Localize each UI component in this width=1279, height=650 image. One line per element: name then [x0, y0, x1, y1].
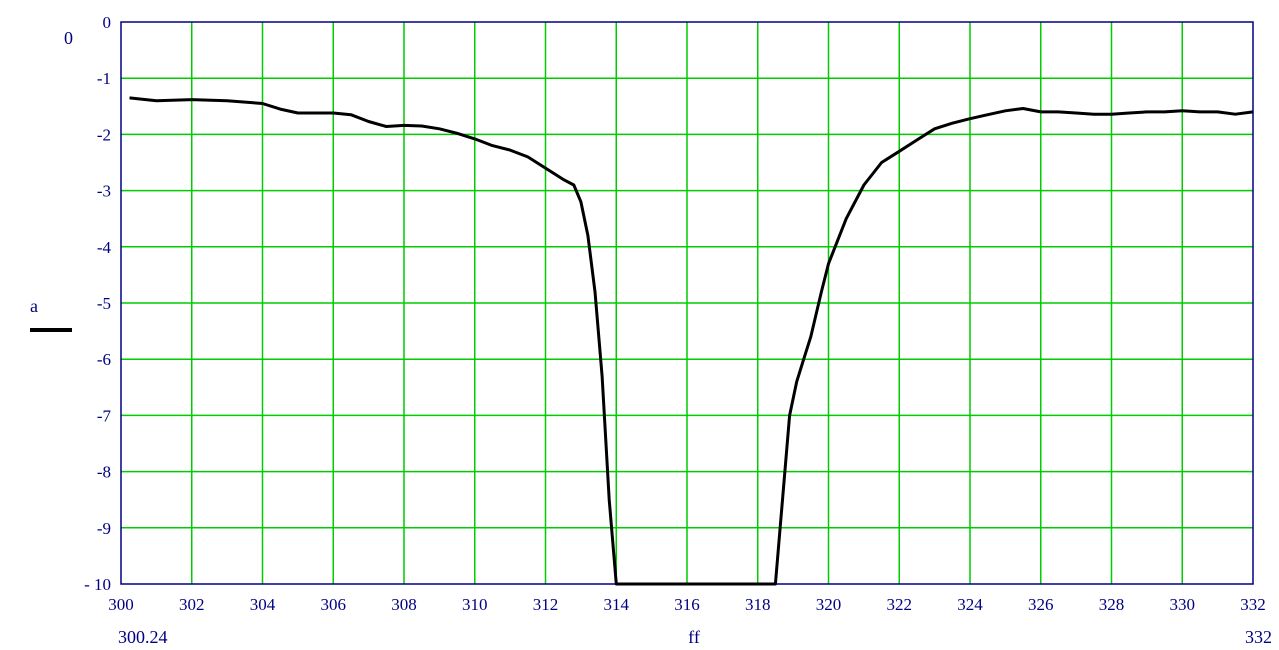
y-tick-label: -5 — [97, 294, 111, 313]
x-axis-label: ff — [688, 627, 700, 647]
x-tick-label: 308 — [391, 595, 417, 614]
x-tick-labels: 300 302 304 306 308 310 312 314 316 318 320 322 324 3… — [108, 595, 1266, 614]
x-range-max-label: 332 — [1245, 627, 1272, 647]
x-tick-label: 302 — [179, 595, 205, 614]
x-tick-label: 314 — [604, 595, 630, 614]
y-tick-label: -8 — [97, 463, 111, 482]
x-tick-label: 306 — [321, 595, 347, 614]
x-tick-label: 310 — [462, 595, 488, 614]
y-tick-label: - 10 — [84, 575, 111, 594]
y-tick-label: -6 — [97, 350, 111, 369]
y-axis-label: a — [30, 296, 38, 316]
x-tick-label: 326 — [1028, 595, 1054, 614]
y-tick-label: 0 — [103, 13, 112, 32]
y-tick-label: -1 — [97, 69, 111, 88]
grid-lines — [121, 22, 1253, 584]
x-tick-label: 318 — [745, 595, 771, 614]
y-tick-label: -9 — [97, 519, 111, 538]
y-tick-label: -7 — [97, 406, 112, 425]
x-tick-label: 332 — [1240, 595, 1266, 614]
x-tick-label: 316 — [674, 595, 700, 614]
x-tick-label: 300 — [108, 595, 134, 614]
x-tick-label: 312 — [533, 595, 559, 614]
x-tick-label: 304 — [250, 595, 276, 614]
x-range-min-label: 300.24 — [118, 627, 168, 647]
y-tick-label: -2 — [97, 125, 111, 144]
x-tick-label: 322 — [887, 595, 913, 614]
series-line-a — [129, 96, 1254, 586]
y-max-label: 0 — [64, 28, 73, 48]
series-group — [129, 96, 1254, 586]
y-tick-label: -4 — [97, 238, 112, 257]
x-tick-label: 320 — [816, 595, 842, 614]
y-tick-label: -3 — [97, 182, 111, 201]
x-tick-label: 328 — [1099, 595, 1125, 614]
x-tick-label: 324 — [957, 595, 983, 614]
x-tick-label: 330 — [1170, 595, 1196, 614]
y-tick-labels: 0 -1 -2 -3 -4 -5 -6 -7 -8 -9 - 10 — [84, 13, 111, 594]
